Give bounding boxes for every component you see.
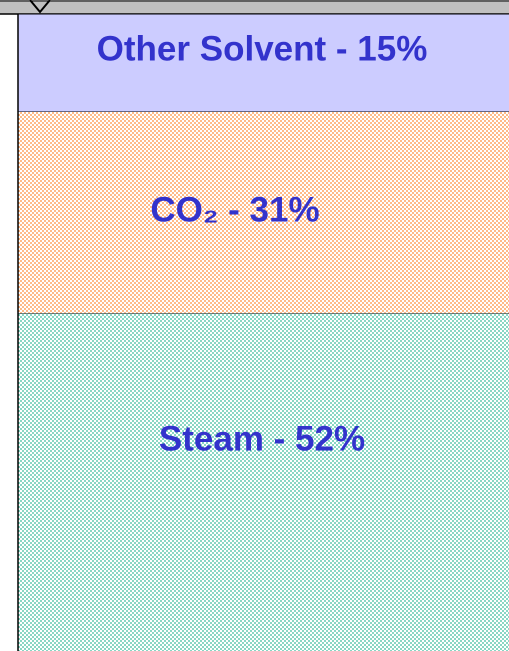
bar-segment (18, 111, 509, 313)
value-label: CO₂ - 31% (150, 191, 319, 230)
value-label: Other Solvent - 15% (97, 29, 428, 68)
bar-stack: Steam - 52% CO₂ - 31% Other Solvent - 15% (18, 13, 509, 651)
top-strip (0, 0, 509, 14)
bar-segment (18, 14, 509, 112)
arrow (29, 0, 51, 14)
value-label: Steam - 52% (159, 420, 365, 459)
bar-segment (18, 313, 509, 651)
